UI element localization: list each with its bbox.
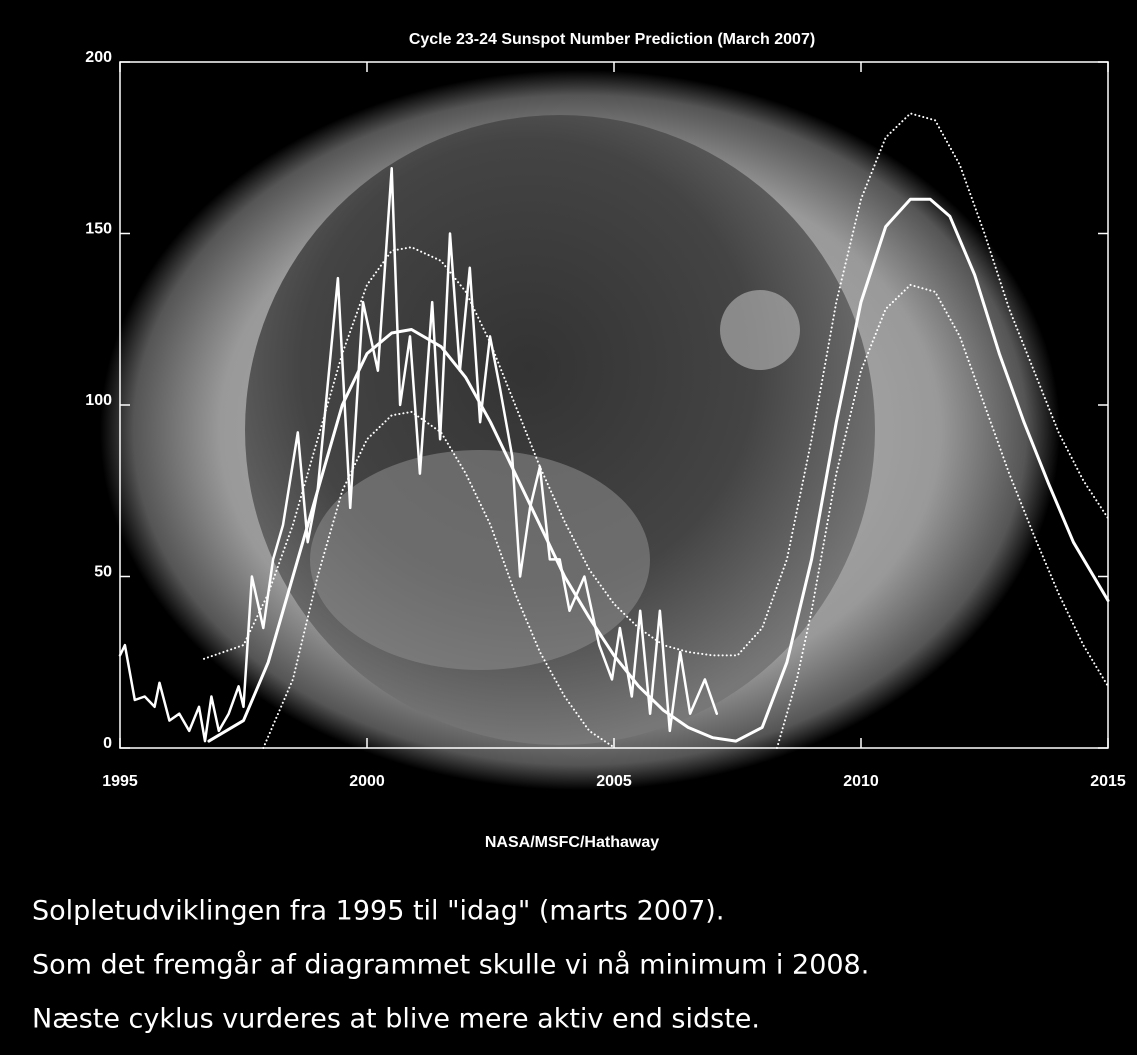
x-tick-label: 1995 <box>102 773 138 790</box>
y-tick-label: 200 <box>85 49 112 66</box>
y-tick-label: 150 <box>85 221 112 238</box>
caption-line: Næste cyklus vurderes at blive mere akti… <box>32 1004 760 1035</box>
caption-line: Solpletudviklingen fra 1995 til "idag" (… <box>32 896 724 927</box>
credit: NASA/MSFC/Hathaway <box>485 834 659 851</box>
sun-region <box>310 450 650 670</box>
chart: Cycle 23-24 Sunspot Number Prediction (M… <box>0 0 1137 1055</box>
sun-region <box>720 290 800 370</box>
x-tick-label: 2005 <box>596 773 632 790</box>
x-tick-label: 2000 <box>349 773 385 790</box>
y-tick-label: 50 <box>94 564 112 581</box>
chart-title: Cycle 23-24 Sunspot Number Prediction (M… <box>409 31 815 48</box>
y-tick-label: 100 <box>85 392 112 409</box>
x-tick-label: 2010 <box>843 773 879 790</box>
caption-line: Som det fremgår af diagrammet skulle vi … <box>32 950 869 981</box>
x-tick-label: 2015 <box>1090 773 1126 790</box>
y-tick-label: 0 <box>103 735 112 752</box>
